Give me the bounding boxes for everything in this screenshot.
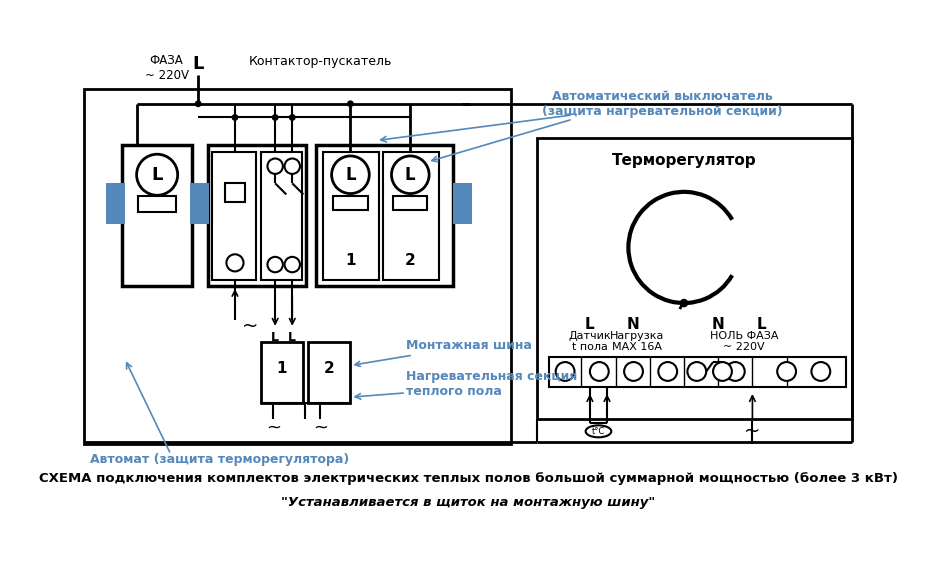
Circle shape — [267, 257, 283, 272]
Text: L: L — [755, 317, 765, 332]
Text: L: L — [404, 166, 416, 184]
Text: 1: 1 — [344, 253, 356, 268]
Text: L: L — [288, 331, 296, 344]
Bar — [393, 196, 427, 210]
Bar — [190, 183, 209, 224]
Text: ~: ~ — [266, 418, 281, 436]
Text: L: L — [271, 331, 279, 344]
Bar — [225, 183, 245, 202]
Circle shape — [288, 114, 296, 121]
Text: N: N — [625, 317, 638, 332]
Text: Нагревательная секция
теплого пола: Нагревательная секция теплого пола — [405, 370, 577, 398]
Circle shape — [658, 362, 677, 381]
Text: Автомат (защита терморегулятора): Автомат (защита терморегулятора) — [90, 453, 348, 466]
Text: N: N — [711, 317, 724, 332]
Circle shape — [137, 154, 178, 195]
Text: L: L — [584, 317, 594, 332]
Circle shape — [590, 362, 608, 381]
Circle shape — [285, 257, 300, 272]
Text: НОЛЬ ФАЗА
~ 220V: НОЛЬ ФАЗА ~ 220V — [709, 331, 777, 352]
Text: ~: ~ — [241, 317, 258, 336]
Text: L: L — [152, 166, 163, 184]
Circle shape — [285, 159, 300, 174]
Bar — [212, 152, 256, 280]
Text: 2: 2 — [404, 253, 416, 268]
Bar — [307, 342, 350, 403]
Bar — [208, 145, 306, 286]
Circle shape — [679, 298, 688, 307]
Text: 2: 2 — [323, 361, 334, 377]
Text: Нагрузка
MAX 16A: Нагрузка MAX 16A — [609, 331, 664, 352]
Circle shape — [331, 156, 369, 194]
Circle shape — [231, 114, 238, 121]
Bar — [453, 183, 472, 224]
Bar — [323, 152, 378, 280]
Text: Контактор-пускатель: Контактор-пускатель — [249, 55, 392, 68]
Text: L: L — [344, 166, 356, 184]
Text: Автоматический выключатель
(защита нагревательной секции): Автоматический выключатель (защита нагре… — [542, 90, 782, 118]
Bar — [333, 196, 367, 210]
Bar — [139, 196, 176, 212]
Bar — [383, 152, 438, 280]
Circle shape — [195, 100, 201, 107]
Circle shape — [227, 254, 243, 272]
Text: ~: ~ — [743, 422, 760, 441]
Text: ФАЗА
~ 220V: ФАЗА ~ 220V — [144, 54, 188, 82]
Circle shape — [776, 362, 796, 381]
Circle shape — [555, 362, 574, 381]
Bar — [106, 183, 124, 224]
Circle shape — [346, 100, 354, 107]
Circle shape — [712, 362, 731, 381]
Text: Терморегулятор: Терморегулятор — [611, 153, 755, 168]
Circle shape — [267, 159, 283, 174]
Circle shape — [271, 114, 278, 121]
Circle shape — [725, 362, 744, 381]
Bar — [260, 342, 303, 403]
Text: Монтажная шина: Монтажная шина — [355, 339, 532, 366]
Bar — [536, 138, 851, 419]
Text: СХЕМА подключения комплектов электрических теплых полов большой суммарной мощнос: СХЕМА подключения комплектов электрическ… — [39, 472, 897, 485]
Text: "Устанавливается в щиток на монтажную шину": "Устанавливается в щиток на монтажную ши… — [281, 496, 655, 509]
Bar — [122, 145, 192, 286]
Text: ~: ~ — [313, 418, 328, 436]
Circle shape — [623, 362, 642, 381]
Text: 1: 1 — [276, 361, 287, 377]
Text: t°C: t°C — [592, 427, 605, 436]
Circle shape — [811, 362, 829, 381]
Bar — [260, 152, 301, 280]
Bar — [548, 357, 845, 387]
Circle shape — [391, 156, 429, 194]
Ellipse shape — [585, 426, 610, 437]
Bar — [83, 89, 511, 444]
Bar — [315, 145, 453, 286]
Text: Датчик
t пола: Датчик t пола — [568, 331, 610, 352]
Text: L: L — [192, 55, 204, 73]
Circle shape — [687, 362, 706, 381]
